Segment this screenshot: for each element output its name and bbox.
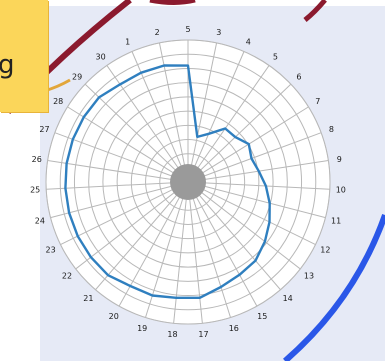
tick-label: 17 — [198, 330, 208, 339]
grid-spoke — [191, 195, 231, 318]
grid-spoke — [54, 132, 176, 178]
tick-label: 20 — [109, 312, 119, 321]
grid-spoke — [47, 160, 175, 181]
tick-label: 2 — [155, 28, 160, 37]
tick-label: 21 — [83, 294, 93, 303]
tick-label: 5 — [273, 52, 278, 61]
tick-label: 4 — [246, 37, 251, 46]
series-line — [64, 64, 271, 299]
grid-spoke — [201, 160, 329, 181]
tick-label: 25 — [30, 186, 40, 195]
tick-label: 19 — [137, 324, 147, 333]
sticky-note-text: g — [0, 50, 15, 80]
grid-spoke — [95, 192, 180, 291]
grid-spoke — [195, 65, 270, 171]
grid-spoke — [75, 190, 178, 270]
grid-spoke — [197, 83, 292, 173]
grid-spoke — [173, 195, 188, 324]
tick-label: 30 — [96, 52, 106, 61]
grid-spoke — [198, 190, 301, 270]
sticky-note: g — [0, 0, 48, 112]
tick-label: 3 — [216, 28, 221, 37]
blue-arc — [283, 214, 385, 361]
grid-spoke — [67, 106, 177, 176]
grid-spoke — [131, 51, 183, 170]
tick-label: 15 — [257, 312, 267, 321]
tick-label: 16 — [229, 324, 239, 333]
grid-spoke — [60, 187, 176, 245]
upper-red-arc — [149, 0, 196, 5]
tick-label: 5 — [185, 25, 190, 34]
tick-label: 18 — [167, 330, 177, 339]
grid-spoke — [194, 193, 258, 307]
grid-spoke — [188, 195, 203, 324]
tick-label: 22 — [62, 272, 72, 281]
grid-spoke — [50, 185, 175, 219]
tick-label: 10 — [336, 186, 346, 195]
tick-label: 26 — [32, 155, 42, 164]
tick-label: 14 — [283, 294, 293, 303]
grid-spoke — [200, 132, 322, 178]
grid-spoke — [106, 65, 181, 171]
tick-label: 24 — [35, 216, 45, 225]
center-hub — [170, 164, 206, 200]
grid-spoke — [201, 185, 326, 219]
grid-spoke — [158, 42, 186, 169]
grid-spoke — [46, 182, 175, 190]
tick-label: 13 — [304, 272, 314, 281]
tick-label: 11 — [331, 216, 341, 225]
tick-label: 6 — [296, 73, 301, 82]
tick-label: 28 — [53, 97, 63, 106]
grid-spoke — [200, 187, 316, 245]
grid-spoke — [118, 193, 182, 307]
tick-label: 23 — [46, 245, 56, 254]
grid-spoke — [196, 192, 281, 291]
grid-spoke — [199, 106, 309, 176]
top-right-red-arc — [303, 0, 327, 22]
tick-label: 1 — [125, 37, 130, 46]
tick-label: 8 — [329, 125, 334, 134]
grid-spoke — [84, 83, 179, 173]
tick-label: 9 — [337, 155, 342, 164]
tick-label: 29 — [72, 73, 82, 82]
grid-spoke — [193, 51, 245, 170]
tick-label: 27 — [39, 125, 49, 134]
tick-label: 7 — [315, 97, 320, 106]
grid-spoke — [145, 195, 185, 318]
tick-label: 12 — [320, 245, 330, 254]
grid-spoke — [190, 42, 218, 169]
